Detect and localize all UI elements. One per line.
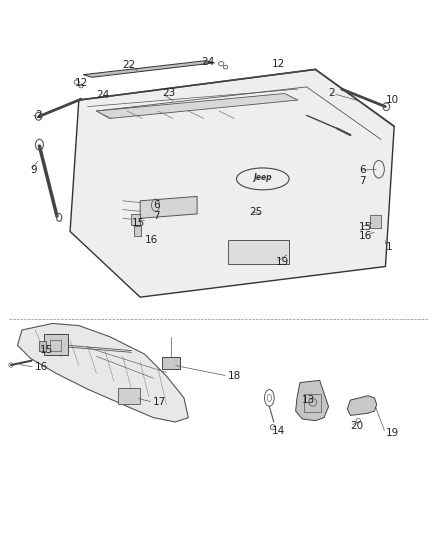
Bar <box>39 342 46 351</box>
Text: 16: 16 <box>359 231 372 241</box>
Polygon shape <box>296 381 328 421</box>
Bar <box>304 393 321 412</box>
Text: 19: 19 <box>385 428 399 438</box>
Text: 17: 17 <box>153 397 166 407</box>
Bar <box>50 340 61 351</box>
Text: 24: 24 <box>96 90 110 100</box>
Polygon shape <box>83 61 215 77</box>
Polygon shape <box>70 69 394 297</box>
Bar <box>370 215 381 228</box>
Text: 12: 12 <box>272 59 285 69</box>
Bar <box>134 226 141 236</box>
Text: 22: 22 <box>123 60 136 70</box>
Bar <box>162 357 180 369</box>
Text: 16: 16 <box>145 235 158 245</box>
Text: 15: 15 <box>131 217 145 228</box>
Text: 20: 20 <box>350 422 364 431</box>
Text: 13: 13 <box>302 395 315 405</box>
Text: 24: 24 <box>201 56 215 67</box>
Bar <box>118 388 140 405</box>
Text: 2: 2 <box>35 110 42 120</box>
Bar <box>228 240 289 264</box>
Text: 10: 10 <box>385 95 399 105</box>
Text: 19: 19 <box>276 257 289 267</box>
Text: 25: 25 <box>250 207 263 217</box>
Text: 23: 23 <box>162 88 175 99</box>
Bar <box>131 214 140 225</box>
Polygon shape <box>140 197 197 219</box>
Text: 15: 15 <box>359 222 372 232</box>
Text: 14: 14 <box>272 426 285 436</box>
Text: 9: 9 <box>31 165 37 175</box>
Text: 1: 1 <box>385 242 392 252</box>
Text: 6: 6 <box>153 200 160 210</box>
Text: 15: 15 <box>39 345 53 355</box>
Text: 7: 7 <box>153 211 160 221</box>
Text: Jeep: Jeep <box>254 173 272 182</box>
Polygon shape <box>18 324 188 422</box>
Text: 12: 12 <box>74 77 88 87</box>
Polygon shape <box>347 395 377 415</box>
Text: 16: 16 <box>35 362 48 372</box>
Bar <box>44 334 68 356</box>
Text: 6: 6 <box>359 165 366 175</box>
Text: 2: 2 <box>328 88 335 99</box>
Polygon shape <box>96 93 298 118</box>
Text: 7: 7 <box>359 176 366 186</box>
Text: 18: 18 <box>228 371 241 381</box>
